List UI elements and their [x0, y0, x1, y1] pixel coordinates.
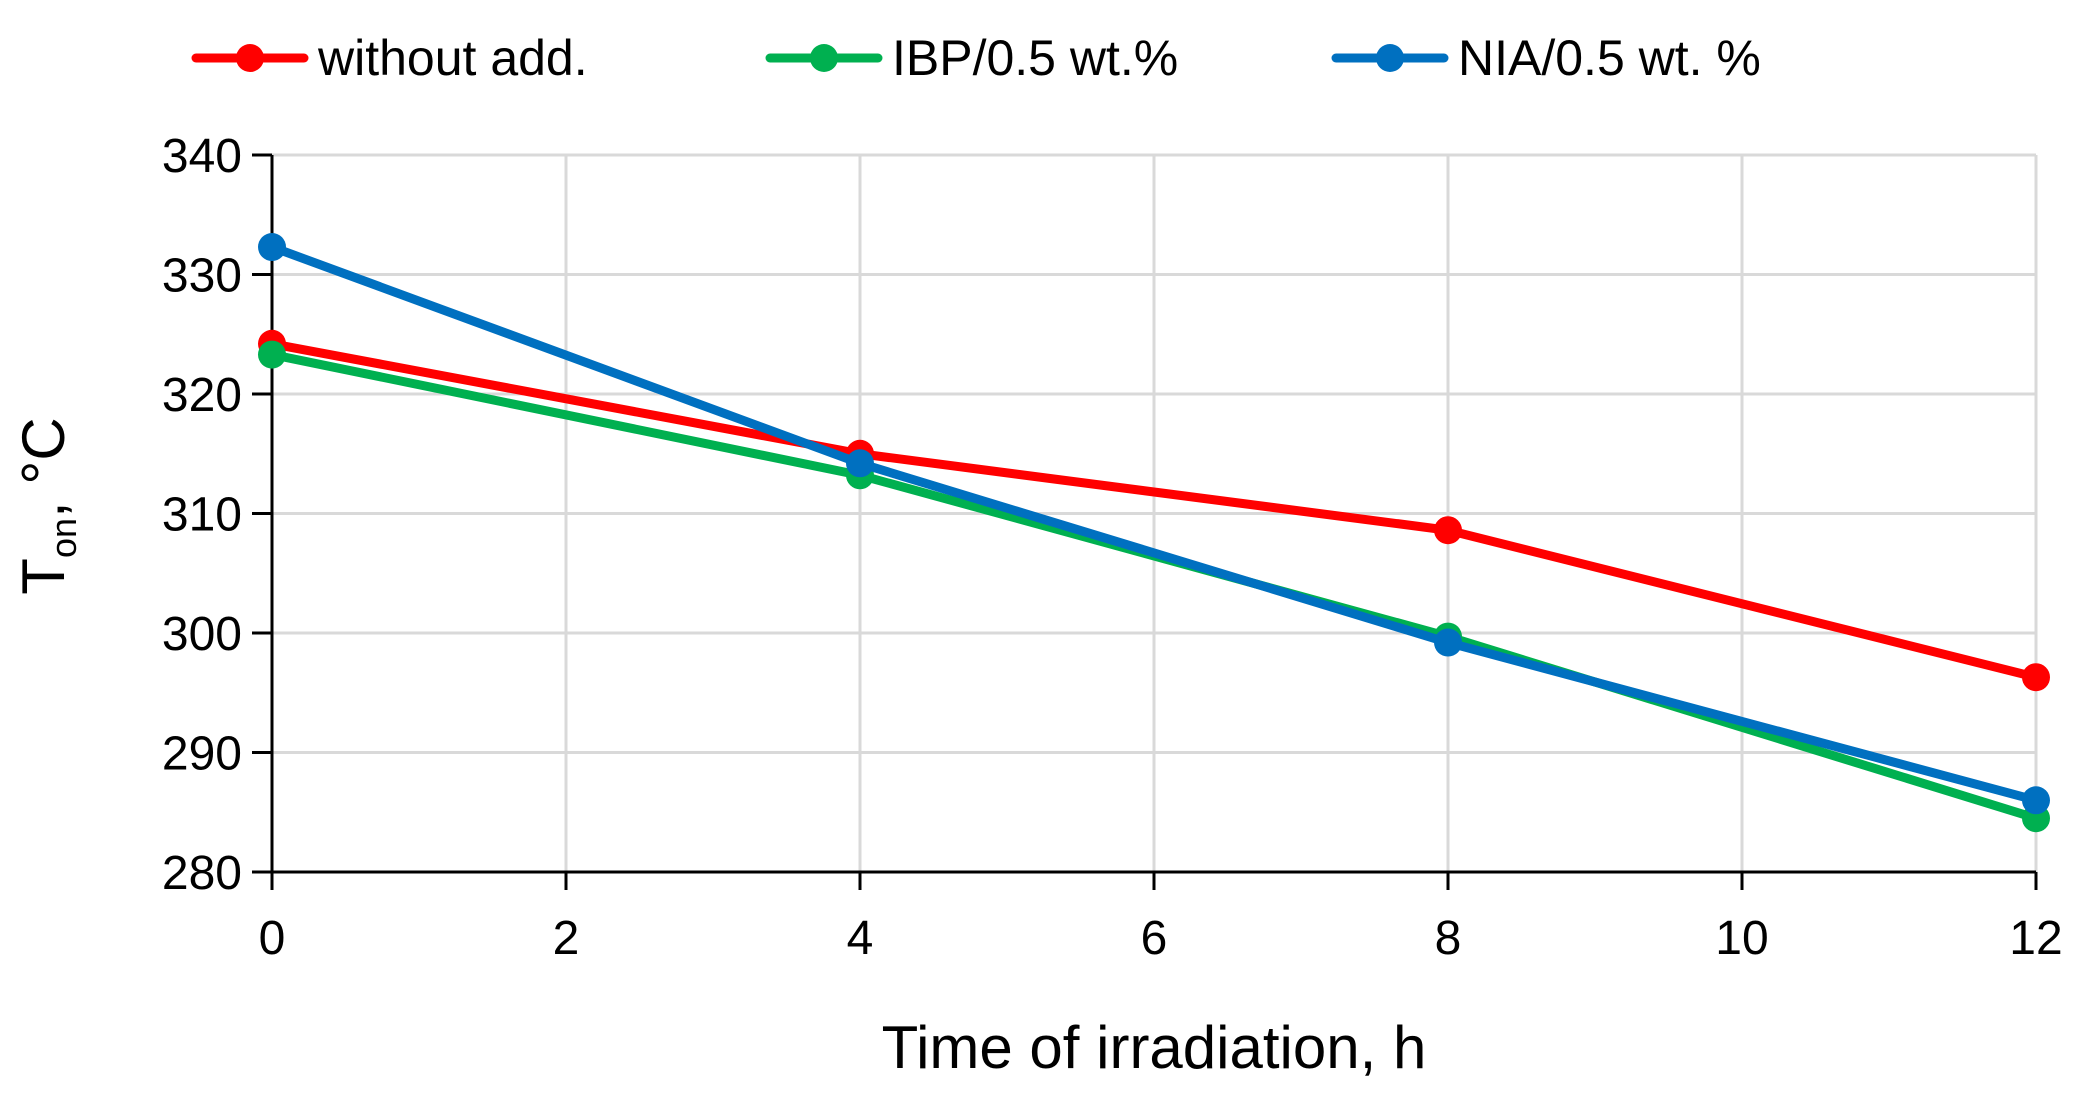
legend-item-0: without add. [191, 30, 588, 86]
data-point-0-3 [2022, 663, 2050, 692]
x-tick-label-4: 4 [847, 912, 874, 965]
y-tick-label-320: 320 [162, 369, 242, 422]
data-point-2-3 [2022, 786, 2050, 815]
tick-labels: 280 290 300 310 320 330 340 0 2 4 6 8 10 12 [162, 130, 2063, 965]
y-axis-title-subscript: on [43, 518, 84, 558]
legend-marker-1 [810, 44, 838, 72]
data-point-0-2 [1434, 516, 1462, 545]
y-tick-label-340: 340 [162, 130, 242, 183]
axes [252, 153, 2038, 890]
x-tick-label-2: 2 [553, 912, 580, 965]
y-tick-label-330: 330 [162, 250, 242, 303]
y-tick-label-290: 290 [162, 728, 242, 781]
y-tick-label-300: 300 [162, 608, 242, 661]
data-point-2-2 [1434, 628, 1462, 657]
legend-marker-2 [1376, 44, 1404, 72]
series-2 [258, 233, 2050, 815]
x-tick-label-12: 12 [2009, 912, 2062, 965]
series-line-2 [267, 242, 2041, 805]
grid-lines [272, 153, 2038, 872]
series-line-0 [267, 339, 2041, 682]
data-series [258, 233, 2050, 833]
y-axis-title: Ton, °C [10, 417, 84, 594]
legend: without add. IBP/0.5 wt.% NIA/0.5 wt. % [191, 30, 1761, 86]
y-axis-title-suffix: , °C [10, 417, 77, 518]
data-point-2-1 [846, 449, 874, 478]
legend-label-1: IBP/0.5 wt.% [892, 30, 1178, 86]
legend-label-0: without add. [317, 30, 588, 86]
y-tick-label-310: 310 [162, 489, 242, 542]
x-tick-label-8: 8 [1435, 912, 1462, 965]
x-tick-label-0: 0 [259, 912, 286, 965]
y-tick-label-280: 280 [162, 847, 242, 900]
x-tick-label-10: 10 [1715, 912, 1768, 965]
legend-marker-0 [236, 44, 264, 72]
legend-item-2: NIA/0.5 wt. % [1331, 30, 1761, 86]
y-axis-title-main: T [10, 558, 77, 595]
x-tick-label-6: 6 [1141, 912, 1168, 965]
legend-item-1: IBP/0.5 wt.% [765, 30, 1178, 86]
x-axis-title: Time of irradiation, h [882, 1014, 1427, 1081]
data-point-1-0 [258, 340, 286, 369]
legend-label-2: NIA/0.5 wt. % [1458, 30, 1761, 86]
data-point-2-0 [258, 233, 286, 262]
